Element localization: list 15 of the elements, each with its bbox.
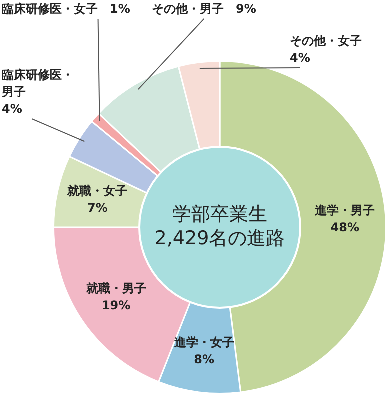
data-label: 19% (102, 298, 131, 313)
slice-label: 臨床研修医・女子 1% (2, 2, 130, 16)
text: 学部卒業生 2,429名の進路 (154, 203, 286, 250)
slice-label: 就職・男子 (85, 282, 146, 296)
slice-label: その他・男子 9% (152, 2, 256, 16)
data-label: 8% (194, 352, 214, 366)
slice-label: 進学・男子 (314, 203, 376, 218)
data-label: 4% (290, 51, 310, 66)
slice-label: 進学・女子 (173, 336, 234, 350)
data-label: 48% (330, 220, 360, 234)
data-label: 7% (87, 200, 108, 215)
data-label: 4% (2, 102, 22, 116)
slice-label: その他・女子 (290, 34, 362, 48)
slice-label: 就職・女子 (66, 184, 128, 198)
slice-label: 臨床研修医・男子 (1, 68, 74, 100)
